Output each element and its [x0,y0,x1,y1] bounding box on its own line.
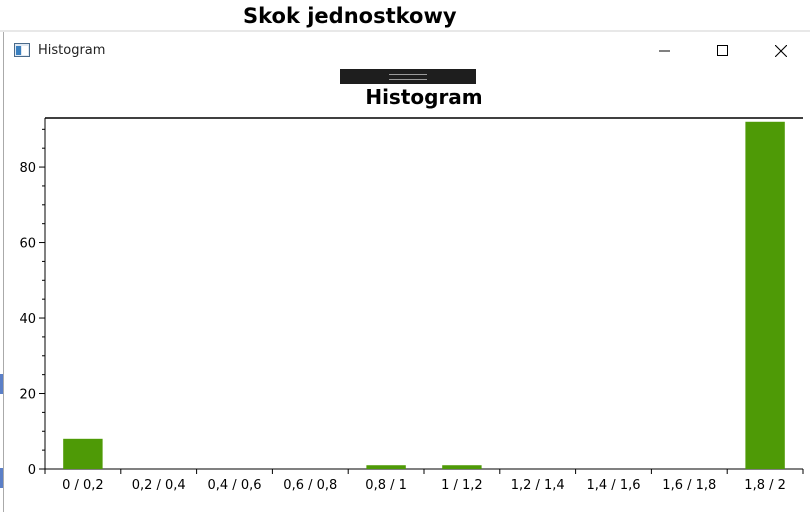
grip-lines [389,73,427,80]
x-tick-label: 1,4 / 1,6 [587,478,641,493]
y-tick-label: 20 [19,388,36,403]
histogram-bar [366,465,406,469]
y-tick-label: 40 [19,312,36,327]
app-icon [14,43,30,57]
histogram-bar [745,121,785,469]
x-tick-label: 1,8 / 2 [744,478,786,493]
x-tick-label: 0 / 0,2 [62,478,104,493]
close-icon [775,45,787,57]
x-tick-label: 0,4 / 0,6 [208,478,262,493]
x-tick-label: 0,2 / 0,4 [132,478,186,493]
y-tick-label: 80 [19,161,36,176]
minimize-button[interactable] [636,32,694,70]
y-tick-label: 0 [28,463,36,478]
maximize-icon [717,45,728,56]
x-tick-label: 0,6 / 0,8 [283,478,337,493]
chart-title: Histogram [365,85,483,109]
maximize-button[interactable] [694,32,752,70]
window-title: Histogram [38,43,106,58]
histogram-window: Histogram Histogram 0 20 40 60 80 0 / 0,2 0,2 … [3,32,810,512]
x-tick-label: 1,2 / 1,4 [511,478,565,493]
x-tick-label: 1,6 / 1,8 [662,478,716,493]
background-window-border-lower [0,468,3,488]
x-tick-label: 0,8 / 1 [365,478,407,493]
window-titlebar[interactable]: Histogram [4,32,810,70]
y-tick-label: 60 [19,237,36,252]
background-window-edge [0,30,810,32]
minimize-icon [659,50,670,52]
x-tick-label: 1 / 1,2 [441,478,483,493]
histogram-plot: 0 20 40 60 80 0 / 0,2 0,2 / 0,4 0,4 / 0,6 0,6 / … [19,117,804,493]
toolbar-drag-handle[interactable] [340,69,476,84]
background-window-border [0,374,3,394]
background-window-title: Skok jednostkowy [243,4,457,28]
histogram-bar [442,465,482,469]
histogram-bar [63,438,103,469]
close-button[interactable] [752,32,810,70]
